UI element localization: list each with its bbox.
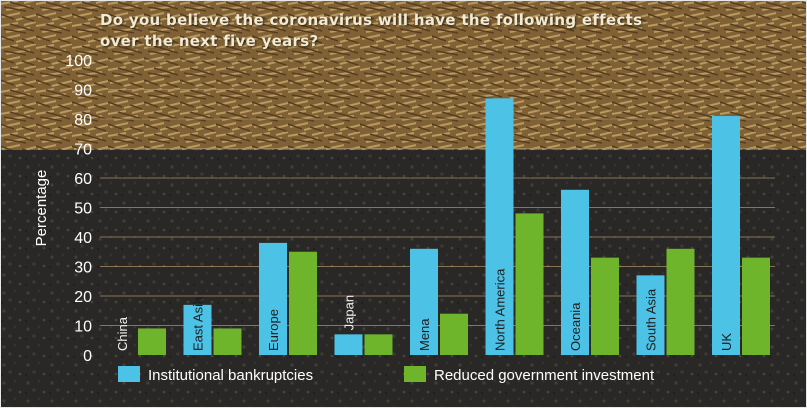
chart-title: Do you believe the coronavirus will have… bbox=[100, 11, 643, 50]
category-label: UK bbox=[719, 333, 734, 351]
y-tick-label: 0 bbox=[83, 348, 92, 365]
legend-label: Reduced government investment bbox=[434, 367, 655, 384]
bar-reduced-government-investment bbox=[213, 328, 242, 355]
bar-reduced-government-investment bbox=[364, 334, 393, 355]
bar-reduced-government-investment bbox=[289, 251, 317, 355]
bar-reduced-government-investment bbox=[742, 257, 770, 355]
bar-reduced-government-investment bbox=[515, 213, 544, 355]
bar-institutional-bankruptcies bbox=[485, 98, 514, 355]
y-tick-label: 90 bbox=[74, 83, 92, 100]
y-tick-label: 20 bbox=[74, 289, 92, 306]
category-label: Japan bbox=[342, 295, 357, 330]
category-label: South Asia bbox=[644, 288, 659, 351]
bar-institutional-bankruptcies bbox=[334, 334, 363, 355]
bar-institutional-bankruptcies bbox=[561, 189, 589, 355]
y-tick-label: 30 bbox=[74, 260, 92, 277]
bars bbox=[138, 98, 770, 355]
y-tick-label: 80 bbox=[74, 112, 92, 129]
bar-institutional-bankruptcies bbox=[410, 248, 438, 355]
legend-label: Institutional bankruptcies bbox=[148, 367, 313, 384]
y-axis: 0 10 20 30 40 50 60 70 80 90 100 bbox=[65, 53, 92, 365]
bar-institutional-bankruptcies bbox=[712, 116, 740, 355]
category-label: North America bbox=[493, 268, 508, 351]
y-tick-label: 40 bbox=[74, 230, 92, 247]
bar-reduced-government-investment bbox=[591, 257, 619, 355]
legend-swatch bbox=[404, 366, 426, 382]
bar-institutional-bankruptcies bbox=[259, 242, 287, 355]
y-tick-label: 100 bbox=[65, 53, 92, 70]
category-labels: China East Asia Europe Japan Mena North Ameri… bbox=[115, 268, 734, 351]
legend: Institutional bankruptcies Reduced govern… bbox=[118, 366, 655, 384]
y-tick-label: 70 bbox=[74, 142, 92, 159]
bar-reduced-government-investment bbox=[440, 313, 468, 355]
category-label: Mena bbox=[417, 318, 432, 351]
bar-institutional-bankruptcies bbox=[183, 304, 212, 355]
y-axis-label: Percentage bbox=[33, 170, 50, 247]
legend-swatch bbox=[118, 366, 140, 382]
category-label: Europe bbox=[266, 309, 281, 351]
y-tick-label: 50 bbox=[74, 201, 92, 218]
y-tick-label: 10 bbox=[74, 319, 92, 336]
bar-institutional-bankruptcies bbox=[636, 275, 665, 355]
category-label: China bbox=[115, 316, 130, 351]
y-tick-label: 60 bbox=[74, 171, 92, 188]
bar-reduced-government-investment bbox=[666, 248, 695, 355]
bar-reduced-government-investment bbox=[138, 328, 166, 355]
category-label: East Asia bbox=[191, 296, 206, 351]
category-label: Oceania bbox=[568, 302, 583, 351]
